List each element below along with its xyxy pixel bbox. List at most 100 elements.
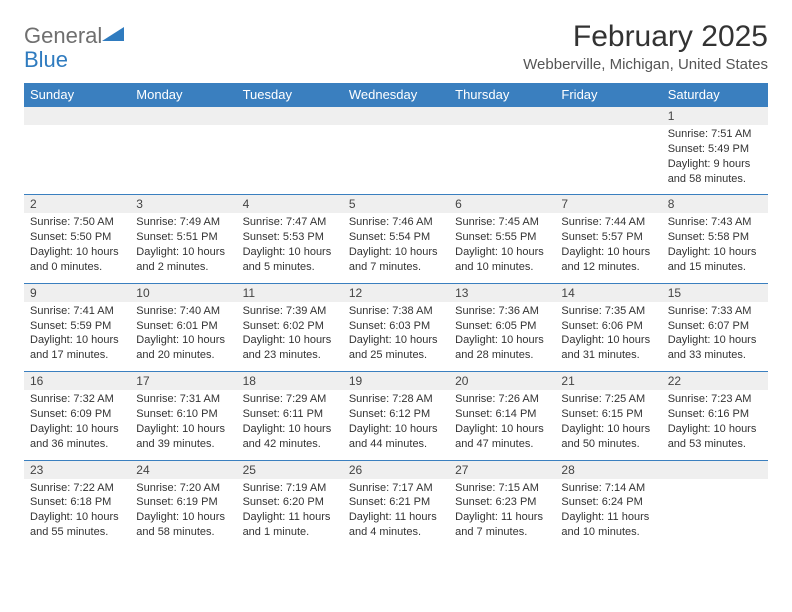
day-daylight: Daylight: 10 hours and 5 minutes. (243, 245, 337, 275)
calendar-cell: 6Sunrise: 7:45 AMSunset: 5:55 PMDaylight… (449, 195, 555, 283)
day-sunset: Sunset: 6:18 PM (30, 495, 124, 510)
day-daylight: Daylight: 10 hours and 12 minutes. (561, 245, 655, 275)
day-sunset: Sunset: 6:10 PM (136, 407, 230, 422)
day-sunrise: Sunrise: 7:25 AM (561, 392, 655, 407)
day-sunrise: Sunrise: 7:19 AM (243, 481, 337, 496)
day-sunset: Sunset: 6:07 PM (668, 319, 762, 334)
day-daylight: Daylight: 10 hours and 50 minutes. (561, 422, 655, 452)
logo-text: General Blue (24, 24, 124, 72)
day-number: 10 (130, 284, 236, 302)
day-detail: Sunrise: 7:40 AMSunset: 6:01 PMDaylight:… (136, 304, 230, 363)
day-sunset: Sunset: 6:14 PM (455, 407, 549, 422)
day-number: 9 (24, 284, 130, 302)
day-number: 20 (449, 372, 555, 390)
day-detail: Sunrise: 7:28 AMSunset: 6:12 PMDaylight:… (349, 392, 443, 451)
day-sunset: Sunset: 6:12 PM (349, 407, 443, 422)
day-header: Sunday (24, 83, 130, 107)
calendar-cell (237, 107, 343, 195)
day-header: Friday (555, 83, 661, 107)
day-sunrise: Sunrise: 7:44 AM (561, 215, 655, 230)
day-header-row: SundayMondayTuesdayWednesdayThursdayFrid… (24, 83, 768, 107)
day-number: 18 (237, 372, 343, 390)
day-daylight: Daylight: 9 hours and 58 minutes. (668, 157, 762, 187)
day-sunrise: Sunrise: 7:31 AM (136, 392, 230, 407)
day-header: Saturday (662, 83, 768, 107)
calendar-cell: 9Sunrise: 7:41 AMSunset: 5:59 PMDaylight… (24, 283, 130, 371)
day-detail: Sunrise: 7:25 AMSunset: 6:15 PMDaylight:… (561, 392, 655, 451)
calendar-cell (555, 107, 661, 195)
day-sunset: Sunset: 5:50 PM (30, 230, 124, 245)
day-detail: Sunrise: 7:32 AMSunset: 6:09 PMDaylight:… (30, 392, 124, 451)
day-sunrise: Sunrise: 7:45 AM (455, 215, 549, 230)
day-sunset: Sunset: 6:19 PM (136, 495, 230, 510)
day-detail: Sunrise: 7:38 AMSunset: 6:03 PMDaylight:… (349, 304, 443, 363)
day-number: 7 (555, 195, 661, 213)
day-header: Thursday (449, 83, 555, 107)
calendar-cell: 10 Sunrise: 7:40 AMSunset: 6:01 PMDayligh… (130, 283, 236, 371)
calendar-cell: 15 Sunrise: 7:33 AMSunset: 6:07 PMDayligh… (662, 283, 768, 371)
logo: General Blue (24, 20, 124, 72)
calendar-cell: 14Sunrise: 7:35 AMSunset: 6:06 PMDayligh… (555, 283, 661, 371)
calendar-week: 2Sunrise: 7:50 AMSunset: 5:50 PMDaylight… (24, 195, 768, 283)
day-number (237, 107, 343, 125)
day-number: 11 (237, 284, 343, 302)
day-number: 16 (24, 372, 130, 390)
day-detail: Sunrise: 7:19 AMSunset: 6:20 PMDaylight:… (243, 481, 337, 540)
day-detail: Sunrise: 7:20 AMSunset: 6:19 PMDaylight:… (136, 481, 230, 540)
day-sunset: Sunset: 6:01 PM (136, 319, 230, 334)
day-daylight: Daylight: 10 hours and 2 minutes. (136, 245, 230, 275)
day-daylight: Daylight: 10 hours and 7 minutes. (349, 245, 443, 275)
day-sunrise: Sunrise: 7:26 AM (455, 392, 549, 407)
calendar-cell: 4Sunrise: 7:47 AMSunset: 5:53 PMDaylight… (237, 195, 343, 283)
day-sunrise: Sunrise: 7:49 AM (136, 215, 230, 230)
day-daylight: Daylight: 10 hours and 36 minutes. (30, 422, 124, 452)
day-sunrise: Sunrise: 7:46 AM (349, 215, 443, 230)
calendar-head: SundayMondayTuesdayWednesdayThursdayFrid… (24, 83, 768, 107)
calendar-table: SundayMondayTuesdayWednesdayThursdayFrid… (24, 83, 768, 548)
calendar-cell: 27Sunrise: 7:15 AMSunset: 6:23 PMDayligh… (449, 460, 555, 548)
day-number: 15 (662, 284, 768, 302)
day-daylight: Daylight: 10 hours and 39 minutes. (136, 422, 230, 452)
day-detail: Sunrise: 7:49 AMSunset: 5:51 PMDaylight:… (136, 215, 230, 274)
day-header: Tuesday (237, 83, 343, 107)
day-daylight: Daylight: 10 hours and 47 minutes. (455, 422, 549, 452)
month-title: February 2025 (523, 20, 768, 54)
day-sunrise: Sunrise: 7:43 AM (668, 215, 762, 230)
day-detail: Sunrise: 7:17 AMSunset: 6:21 PMDaylight:… (349, 481, 443, 540)
day-number: 24 (130, 461, 236, 479)
day-daylight: Daylight: 10 hours and 44 minutes. (349, 422, 443, 452)
day-sunrise: Sunrise: 7:33 AM (668, 304, 762, 319)
day-detail: Sunrise: 7:23 AMSunset: 6:16 PMDaylight:… (668, 392, 762, 451)
calendar-cell: 3Sunrise: 7:49 AMSunset: 5:51 PMDaylight… (130, 195, 236, 283)
calendar-cell: 18Sunrise: 7:29 AMSunset: 6:11 PMDayligh… (237, 372, 343, 460)
day-sunset: Sunset: 6:24 PM (561, 495, 655, 510)
page-header: General Blue February 2025 Webberville, … (24, 20, 768, 73)
day-sunset: Sunset: 6:05 PM (455, 319, 549, 334)
day-daylight: Daylight: 10 hours and 0 minutes. (30, 245, 124, 275)
calendar-cell: 23Sunrise: 7:22 AMSunset: 6:18 PMDayligh… (24, 460, 130, 548)
calendar-cell: 12Sunrise: 7:38 AMSunset: 6:03 PMDayligh… (343, 283, 449, 371)
day-daylight: Daylight: 10 hours and 25 minutes. (349, 333, 443, 363)
day-sunrise: Sunrise: 7:20 AM (136, 481, 230, 496)
calendar-cell (449, 107, 555, 195)
day-header: Wednesday (343, 83, 449, 107)
day-daylight: Daylight: 10 hours and 31 minutes. (561, 333, 655, 363)
day-sunset: Sunset: 5:53 PM (243, 230, 337, 245)
day-number: 19 (343, 372, 449, 390)
day-daylight: Daylight: 11 hours and 4 minutes. (349, 510, 443, 540)
day-sunset: Sunset: 5:57 PM (561, 230, 655, 245)
calendar-cell: 24 Sunrise: 7:20 AMSunset: 6:19 PMDayligh… (130, 460, 236, 548)
calendar-cell (24, 107, 130, 195)
day-daylight: Daylight: 10 hours and 53 minutes. (668, 422, 762, 452)
day-number (662, 461, 768, 479)
calendar-cell: 16 Sunrise: 7:32 AMSunset: 6:09 PMDayligh… (24, 372, 130, 460)
day-number (130, 107, 236, 125)
day-detail: Sunrise: 7:31 AMSunset: 6:10 PMDaylight:… (136, 392, 230, 451)
day-daylight: Daylight: 10 hours and 33 minutes. (668, 333, 762, 363)
day-sunset: Sunset: 6:21 PM (349, 495, 443, 510)
day-sunrise: Sunrise: 7:41 AM (30, 304, 124, 319)
calendar-cell (343, 107, 449, 195)
day-number (343, 107, 449, 125)
calendar-cell: 8Sunrise: 7:43 AMSunset: 5:58 PMDaylight… (662, 195, 768, 283)
day-sunrise: Sunrise: 7:28 AM (349, 392, 443, 407)
